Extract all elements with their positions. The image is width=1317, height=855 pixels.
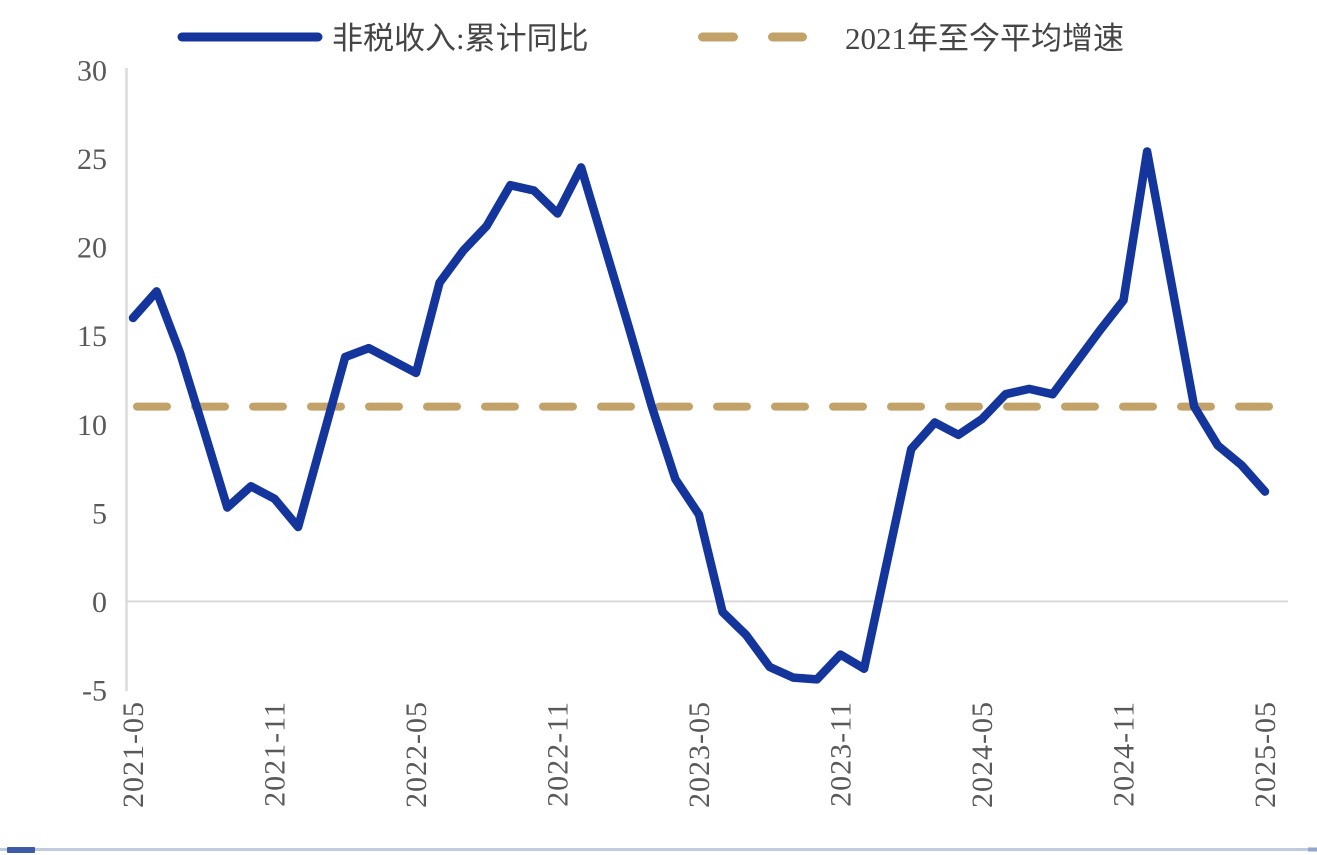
x-tick-label: 2021-05 [117,701,150,808]
bottom-divider-right-cap [1308,847,1317,852]
x-tick-label: 2022-11 [542,701,575,807]
x-axis-tick-labels: 2021-05 2021-11 2022-05 2022-11 2023-05 2023-… [117,701,1282,808]
y-tick-label: 0 [92,586,107,619]
x-tick-label: 2022-05 [400,701,433,808]
bottom-divider-left-cap [7,847,35,853]
legend-label-average: 2021年至今平均增速 [845,21,1124,56]
nontax-revenue-yoy-line [128,147,1270,684]
y-tick-label: 15 [77,320,107,353]
y-axis-tick-labels: 30 25 20 15 10 5 0 -5 [77,55,107,708]
bottom-divider-rule [0,848,1317,851]
y-tick-label: 5 [92,497,107,530]
x-tick-label: 2021-11 [259,701,292,807]
chart-legend: 非税收入:累计同比 2021年至今平均增速 [177,21,1124,56]
y-tick-label: 25 [77,143,107,176]
x-tick-label: 2025-05 [1249,701,1282,808]
y-tick-label: -5 [82,675,107,708]
bottom-divider [0,847,1317,853]
legend-label-nontax: 非税收入:累计同比 [332,21,589,56]
y-tick-label: 30 [77,55,107,88]
x-tick-label: 2023-05 [683,701,716,808]
x-tick-label: 2024-11 [1108,701,1141,807]
x-tick-label: 2024-05 [966,701,999,808]
y-tick-label: 10 [77,409,107,442]
x-tick-label: 2023-11 [825,701,858,807]
y-tick-label: 20 [77,232,107,265]
